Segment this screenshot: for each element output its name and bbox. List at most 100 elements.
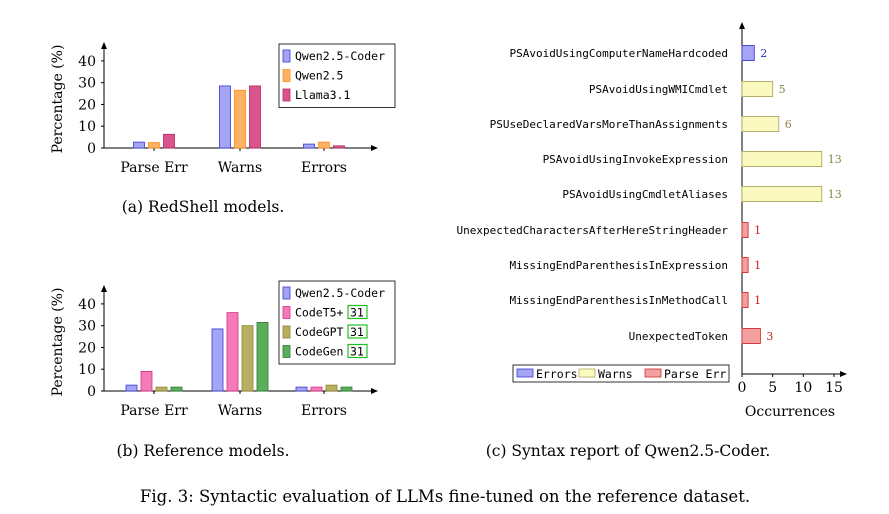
y-axis-label: Percentage (%) [50, 45, 66, 154]
legend-box [512, 364, 730, 383]
bar [125, 384, 138, 392]
bar [340, 386, 353, 392]
bar [741, 81, 774, 97]
bar [741, 328, 761, 344]
value-label: 6 [785, 118, 792, 131]
y-tick-label: 20 [78, 340, 96, 356]
citation-box [347, 324, 368, 339]
bar [741, 257, 749, 273]
panel-c-syntax-report: 0 5 10 15OccurrencesPSAvoidUsingComputerNam… [456, 22, 847, 420]
category-label: UnexpectedToken [629, 330, 728, 343]
value-label: 1 [754, 224, 761, 237]
legend-swatch [516, 368, 534, 378]
caption-c: (c) Syntax report of Qwen2.5-Coder. [486, 442, 771, 460]
legend-label: Qwen2.5-Coder [295, 286, 385, 300]
bar [310, 386, 323, 392]
legend-label: Warns [598, 367, 633, 381]
x-tick-label: Parse Err [120, 403, 188, 419]
y-axis-label: Percentage (%) [50, 288, 66, 397]
bar [318, 141, 330, 149]
legend-label: Qwen2.5 [295, 69, 343, 83]
legend-swatch [282, 325, 291, 339]
legend-label: Qwen2.5-Coder [295, 49, 385, 63]
x-tick-label: 0 [738, 380, 747, 396]
value-label: 13 [828, 188, 842, 201]
x-axis-label: Occurrences [745, 404, 835, 420]
y-tick-label: 30 [78, 319, 96, 335]
legend-label: Errors [536, 367, 578, 381]
x-tick-label: Errors [301, 160, 347, 176]
y-tick-label: 0 [87, 384, 96, 400]
citation-box [347, 304, 368, 320]
category-label: PSAvoidUsingCmdletAliases [562, 188, 728, 201]
legend-swatch [282, 286, 291, 300]
category-label: PSAvoidUsingWMICmdlet [589, 83, 728, 96]
legend-label: Llama3.1 [295, 88, 350, 102]
value-label: 2 [760, 47, 767, 60]
legend-box [278, 43, 396, 108]
bar [148, 142, 160, 149]
panel-b-reference-models: 0 10 20 30 40 Percentage (%) Parse Err Warns Err… [50, 280, 396, 419]
bar [295, 386, 308, 392]
x-tick-label: Errors [301, 403, 347, 419]
x-tick-label: Parse Err [120, 160, 188, 176]
y-tick-label: 20 [78, 97, 96, 113]
bar [325, 384, 338, 392]
bar [140, 370, 153, 392]
bar [155, 386, 168, 392]
legend-swatch [282, 88, 291, 102]
value-label: 1 [754, 294, 761, 307]
legend-box [278, 280, 396, 365]
legend-swatch [282, 49, 291, 63]
bar [219, 85, 231, 149]
x-axis-arrow [840, 371, 847, 377]
y-axis-arrow [101, 285, 107, 292]
category-label: UnexpectedCharactersAfterHereStringHeade… [456, 224, 728, 237]
y-tick-label: 40 [78, 54, 96, 70]
bar [741, 45, 755, 61]
legend-label: CodeT5+ [295, 306, 344, 320]
value-label: 5 [779, 83, 786, 96]
x-tick-label: 10 [794, 380, 812, 396]
bar [226, 312, 239, 392]
bar [211, 328, 224, 392]
bar [741, 292, 749, 308]
y-tick-label: 30 [78, 76, 96, 92]
category-label: PSAvoidUsingInvokeExpression [543, 153, 728, 166]
citation-label: 31 [350, 325, 364, 339]
category-label: PSUseDeclaredVarsMoreThanAssignments [490, 118, 728, 131]
y-tick-label: 10 [78, 119, 96, 135]
x-axis-arrow [371, 145, 378, 151]
bar [241, 325, 254, 392]
y-tick-label: 40 [78, 297, 96, 313]
citation-box [347, 343, 368, 359]
y-axis-arrow [101, 42, 107, 49]
bar [249, 85, 261, 149]
bar [303, 143, 315, 149]
bar [163, 133, 175, 149]
value-label: 1 [754, 259, 761, 272]
x-axis-arrow [371, 388, 378, 394]
caption-a: (a) RedShell models. [122, 198, 285, 216]
legend-swatch [282, 345, 291, 358]
bar [741, 116, 780, 132]
value-label: 3 [766, 330, 773, 343]
legend-swatch [282, 69, 291, 82]
category-label: MissingEndParenthesisInExpression [509, 259, 728, 272]
legend-label: CodeGPT [295, 325, 344, 339]
bar [133, 141, 145, 149]
x-tick-label: Warns [218, 403, 262, 419]
y-tick-label: 0 [87, 141, 96, 157]
category-label: PSAvoidUsingComputerNameHardcoded [509, 47, 728, 60]
bar [741, 151, 823, 167]
x-tick-label: 15 [825, 380, 843, 396]
x-tick-label: Warns [218, 160, 262, 176]
y-axis-arrow [739, 22, 745, 29]
bar [741, 222, 749, 238]
citation-label: 31 [350, 306, 364, 320]
y-tick-label: 10 [78, 362, 96, 378]
panel-a-redshell-models: 0 10 20 30 40 Percentage (%) Parse Err Warns Err… [50, 42, 396, 176]
bar [256, 321, 269, 392]
x-tick-label: 5 [768, 380, 777, 396]
